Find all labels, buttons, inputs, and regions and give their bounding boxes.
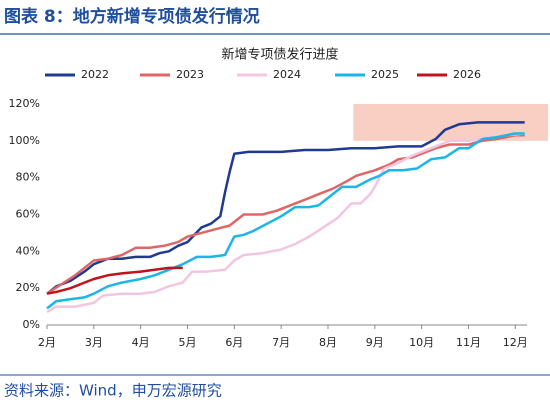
series-line <box>46 266 183 295</box>
x-tick-label: 9月 <box>366 336 384 349</box>
x-tick-label: 8月 <box>319 336 337 349</box>
x-tick-label: 4月 <box>132 336 150 349</box>
legend-label: 2022 <box>81 68 109 81</box>
legend-label: 2024 <box>273 68 301 81</box>
header-title: 图表 8：地方新增专项债发行情况 <box>4 6 260 27</box>
source: 资料来源：Wind，申万宏源研究 <box>4 382 222 400</box>
x-tick-label: 5月 <box>178 336 196 349</box>
x-tick-label: 3月 <box>85 336 103 349</box>
series-line <box>46 132 525 314</box>
x-tick-label: 12月 <box>503 336 528 349</box>
y-tick-label: 0% <box>23 318 40 331</box>
x-tick-label: 10月 <box>409 336 434 349</box>
y-tick-label: 100% <box>9 134 40 147</box>
y-tick-label: 60% <box>16 208 40 221</box>
legend-label: 2026 <box>453 68 481 81</box>
chart-title: 新增专项债发行进度 <box>221 47 338 63</box>
x-tick-label: 11月 <box>456 336 481 349</box>
y-tick-label: 120% <box>9 97 40 110</box>
legend-label: 2023 <box>176 68 204 81</box>
y-tick-label: 80% <box>16 171 40 184</box>
y-tick-label: 40% <box>16 244 40 257</box>
series-line <box>46 134 525 295</box>
series-line <box>46 121 525 295</box>
x-tick-label: 2月 <box>38 336 56 349</box>
series-line <box>46 132 525 310</box>
legend-label: 2025 <box>371 68 399 81</box>
y-tick-label: 20% <box>16 281 40 294</box>
x-tick-label: 7月 <box>272 336 290 349</box>
x-tick-label: 6月 <box>225 336 243 349</box>
